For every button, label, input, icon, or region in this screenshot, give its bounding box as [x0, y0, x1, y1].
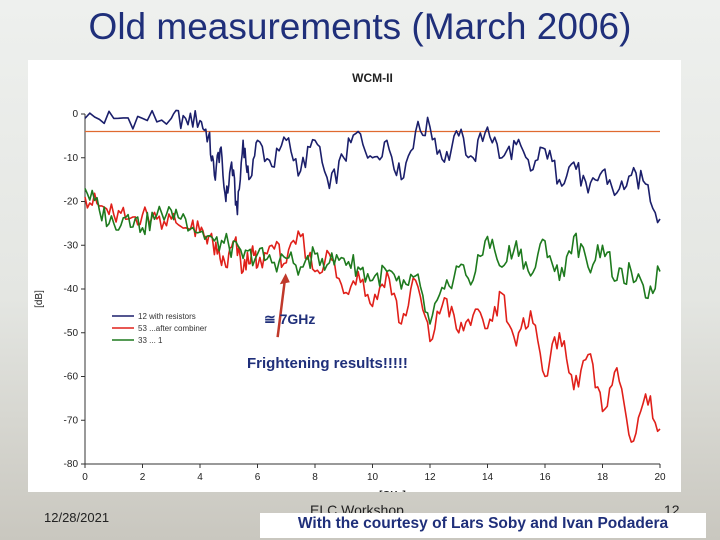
y-tick-label: -80	[64, 459, 79, 470]
x-tick-label: 0	[82, 472, 88, 483]
x-tick-label: 6	[255, 472, 261, 483]
x-tick-label: 10	[367, 472, 379, 483]
x-tick-label: 2	[140, 472, 146, 483]
y-tick-label: 0	[72, 109, 78, 120]
x-tick-label: 20	[654, 472, 666, 483]
legend-layer: 12 with resistors 53 ...after combiner 33 …	[112, 312, 207, 345]
annotation-frightening: Frightening results!!!!!	[247, 355, 408, 372]
axes-layer: WCM-II 0 2 4 6 8 10 12 14 16 18 20 0 -10 -20 -30 -40 -50 -…	[34, 71, 666, 492]
plot-panel: WCM-II 0 2 4 6 8 10 12 14 16 18 20 0 -10 -20 -30 -40 -50 -…	[28, 60, 681, 492]
x-tick-label: 18	[597, 472, 609, 483]
courtesy-box: With the courtesy of Lars Soby and Ivan …	[260, 513, 706, 538]
y-tick-label: -10	[64, 153, 79, 164]
x-axis-label: [GHz]	[379, 490, 406, 492]
y-tick-label: -20	[64, 197, 79, 208]
x-tick-label: 4	[197, 472, 203, 483]
y-tick-label: -30	[64, 240, 79, 251]
legend-label: 33 ... 1	[138, 336, 163, 345]
annotation-7ghz: ≅ 7GHz	[264, 311, 316, 327]
y-axis-label: [dB]	[34, 290, 45, 308]
chart: WCM-II 0 2 4 6 8 10 12 14 16 18 20 0 -10 -20 -30 -40 -50 -…	[34, 71, 666, 492]
y-tick-label: -60	[64, 372, 79, 383]
y-tick-label: -70	[64, 415, 79, 426]
annotation-arrow	[276, 280, 287, 338]
annotation-arrowhead	[279, 273, 290, 285]
x-tick-label: 16	[539, 472, 551, 483]
courtesy-text: With the courtesy of Lars Soby and Ivan …	[297, 515, 669, 532]
slide-title: Old measurements (March 2006)	[88, 6, 632, 47]
series-line-1	[84, 109, 661, 224]
y-tick-label: -40	[64, 284, 79, 295]
x-tick-label: 14	[482, 472, 494, 483]
arrow-layer	[276, 273, 290, 338]
series-line-3	[84, 188, 661, 325]
x-tick-label: 12	[424, 472, 436, 483]
legend-label: 53 ...after combiner	[138, 324, 207, 333]
x-tick-label: 8	[312, 472, 318, 483]
y-tick-label: -50	[64, 328, 79, 339]
chart-title: WCM-II	[352, 71, 393, 85]
series-layer	[84, 109, 661, 443]
footer-date: 12/28/2021	[44, 510, 110, 525]
legend-label: 12 with resistors	[138, 312, 196, 321]
